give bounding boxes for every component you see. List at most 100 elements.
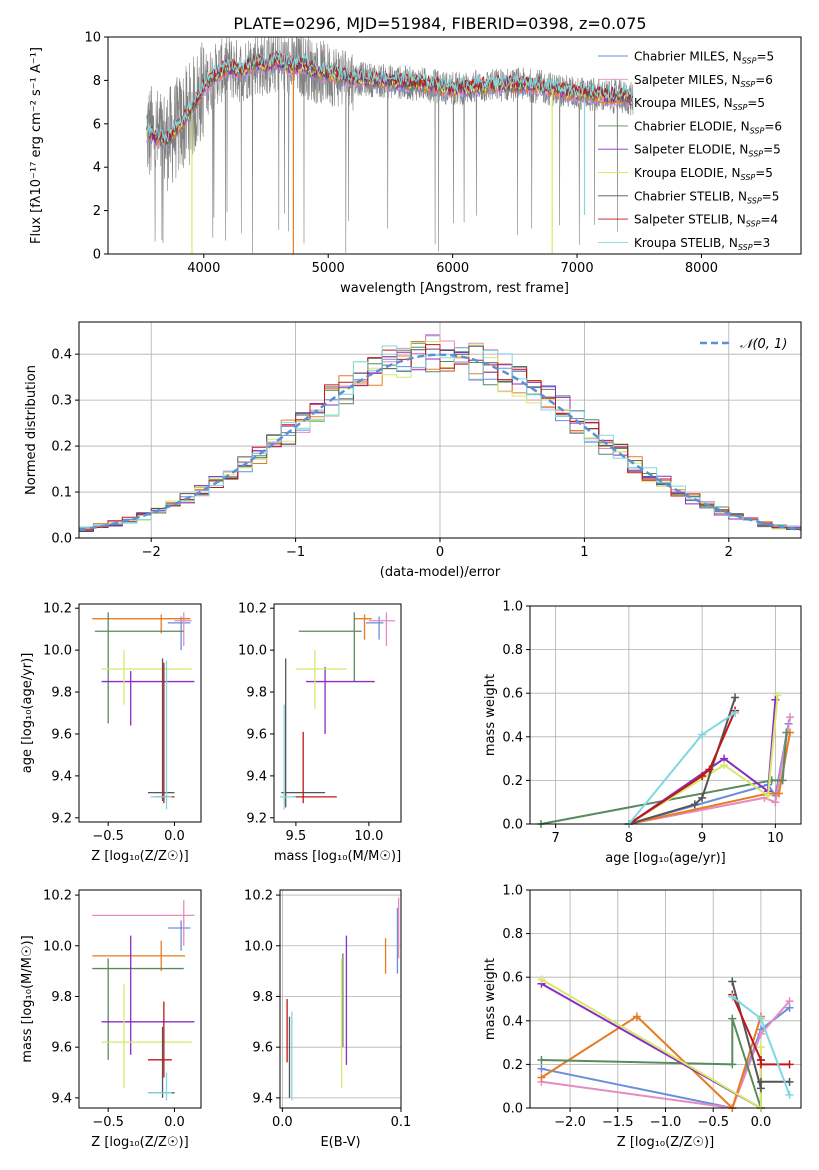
y-axis-label: mass weight	[483, 958, 498, 1040]
y-tick-label: 10.0	[238, 644, 267, 659]
y-tick-label: 9.6	[51, 1041, 72, 1056]
legend-entry: Kroupa MILES, NSSP=5	[634, 96, 765, 112]
weight-vs-age-panel: 7 8 9 10 0.0 0.2 0.4 0.6 0.8 1.0 age [log₁₀(age/yr…	[483, 600, 802, 866]
weight-point	[698, 793, 707, 802]
weight-point	[756, 1077, 765, 1086]
y-tick-label: 0.0	[502, 818, 523, 833]
weight-line	[628, 699, 777, 825]
axes-frame	[529, 605, 802, 825]
y-tick-label: 9.6	[246, 727, 267, 742]
axes-frame	[529, 889, 802, 1109]
weight-point	[756, 1014, 765, 1023]
age-vs-Z-panel: −0.5 0.0 9.2 9.4 9.6 9.8 10.0 10.2 Z [log₁₀(Z/Z☉…	[20, 602, 202, 864]
weight-point	[728, 992, 737, 1001]
y-tick-label: 0.0	[51, 532, 72, 547]
y-tick-label: 9.2	[51, 811, 72, 826]
y-tick-label: 9.8	[246, 686, 267, 701]
x-axis-label: Z [log₁₀(Z/Z☉)]	[91, 849, 188, 864]
residual-histogram	[79, 345, 801, 528]
y-tick-label: 10	[84, 31, 101, 46]
x-tick-label: 0.0	[272, 1115, 293, 1130]
y-tick-label: 0.4	[502, 730, 523, 745]
x-tick-label: 0	[436, 545, 444, 560]
y-tick-label: 10.0	[43, 939, 72, 954]
y-tick-label: 9.4	[51, 1091, 72, 1106]
y-tick-label: 9.4	[246, 769, 267, 784]
weight-point	[690, 800, 699, 809]
legend-entry: Salpeter ELODIE, NSSP=5	[634, 143, 781, 159]
axes-frame	[273, 603, 402, 823]
y-tick-label: 0.8	[502, 643, 523, 658]
x-tick-label: 0.0	[164, 829, 185, 844]
weight-point	[775, 789, 784, 798]
weight-point	[756, 1029, 765, 1038]
weight-point	[720, 761, 729, 770]
x-tick-label: 8	[625, 831, 633, 846]
y-tick-label: 0.4	[51, 348, 72, 363]
weight-point	[773, 691, 782, 700]
weight-point	[537, 975, 546, 984]
x-tick-label: 4000	[187, 261, 220, 276]
weight-point	[785, 1077, 794, 1086]
y-tick-label: 10.2	[244, 889, 273, 904]
x-tick-label: 0.0	[164, 1115, 185, 1130]
weight-line	[628, 717, 791, 825]
weight-point	[731, 708, 740, 717]
weight-point	[537, 1073, 546, 1082]
age-vs-mass-panel: 9.5 10.0 9.2 9.4 9.6 9.8 10.0 10.2 mass [log₁₀(M…	[238, 602, 402, 864]
figure-title: PLATE=0296, MJD=51984, FIBERID=0398, z=0…	[233, 14, 646, 33]
x-tick-label: 0.0	[751, 1115, 772, 1130]
x-tick-label: −0.5	[92, 829, 124, 844]
x-axis-label: Z [log₁₀(Z/Z☉)]	[91, 1135, 188, 1150]
y-axis-label: Flux [fλ10⁻¹⁷ erg cm⁻² s⁻¹ A⁻¹]	[29, 47, 44, 244]
y-axis-label: Normed distribution	[24, 365, 39, 495]
y-tick-label: 0.3	[51, 394, 72, 409]
y-tick-label: 1.0	[502, 600, 523, 615]
y-tick-label: 9.2	[246, 811, 267, 826]
legend-entry: Chabrier STELIB, NSSP=5	[634, 189, 779, 205]
y-tick-label: 9.8	[51, 990, 72, 1005]
y-tick-label: 0.2	[502, 774, 523, 789]
x-axis-label: Z [log₁₀(Z/Z☉)]	[617, 1135, 714, 1150]
legend-entry: Salpeter MILES, NSSP=6	[634, 73, 773, 89]
x-axis-label: mass [log₁₀(M/M☉)]	[274, 849, 401, 864]
x-tick-label: −2.0	[554, 1115, 586, 1130]
weight-point	[537, 1056, 546, 1065]
y-axis-label: mass [log₁₀(M/M☉)]	[20, 935, 35, 1062]
legend-entry: Chabrier MILES, NSSP=5	[634, 50, 774, 66]
weight-line	[540, 978, 762, 1110]
y-tick-label: 9.8	[51, 686, 72, 701]
legend-entry: Kroupa STELIB, NSSP=3	[634, 236, 770, 252]
weight-point	[786, 713, 795, 722]
weight-point	[764, 791, 773, 800]
y-tick-label: 1.0	[502, 884, 523, 899]
axes-frame	[107, 36, 802, 255]
weight-point	[756, 1042, 765, 1051]
gaussian-legend-label: 𝒩(0, 1)	[740, 337, 787, 352]
y-tick-label: 0	[93, 248, 101, 263]
weight-point	[785, 1090, 794, 1099]
y-tick-label: 10.0	[244, 939, 273, 954]
y-axis-label: age [log₁₀(age/yr)]	[20, 653, 35, 774]
weight-point	[771, 798, 780, 807]
x-axis-label: wavelength [Angstrom, rest frame]	[340, 281, 569, 296]
y-tick-label: 0.0	[502, 1102, 523, 1117]
mass-vs-Z-panel: −0.5 0.0 9.4 9.6 9.8 10.0 10.2 Z [log₁₀(Z/Z☉)] m…	[20, 889, 202, 1150]
y-tick-label: 0.8	[502, 927, 523, 942]
x-tick-label: −1.0	[650, 1115, 682, 1130]
x-tick-label: −1.5	[602, 1115, 634, 1130]
weight-point	[785, 997, 794, 1006]
x-axis-label: age [log₁₀(age/yr)]	[605, 851, 726, 866]
x-axis-label: E(B-V)	[320, 1135, 360, 1150]
weight-point	[698, 730, 707, 739]
y-tick-label: 9.4	[51, 769, 72, 784]
y-tick-label: 0.2	[51, 440, 72, 455]
x-tick-label: 10.0	[354, 829, 383, 844]
x-tick-label: 1	[580, 545, 588, 560]
y-tick-label: 9.8	[252, 990, 273, 1005]
spectrum-panel: 4000 5000 6000 7000 8000 0 2 4 6 8 10 wavelength [A…	[29, 31, 802, 296]
y-tick-label: 0.1	[51, 486, 72, 501]
x-tick-label: 9	[698, 831, 706, 846]
x-tick-label: 9.5	[286, 829, 307, 844]
